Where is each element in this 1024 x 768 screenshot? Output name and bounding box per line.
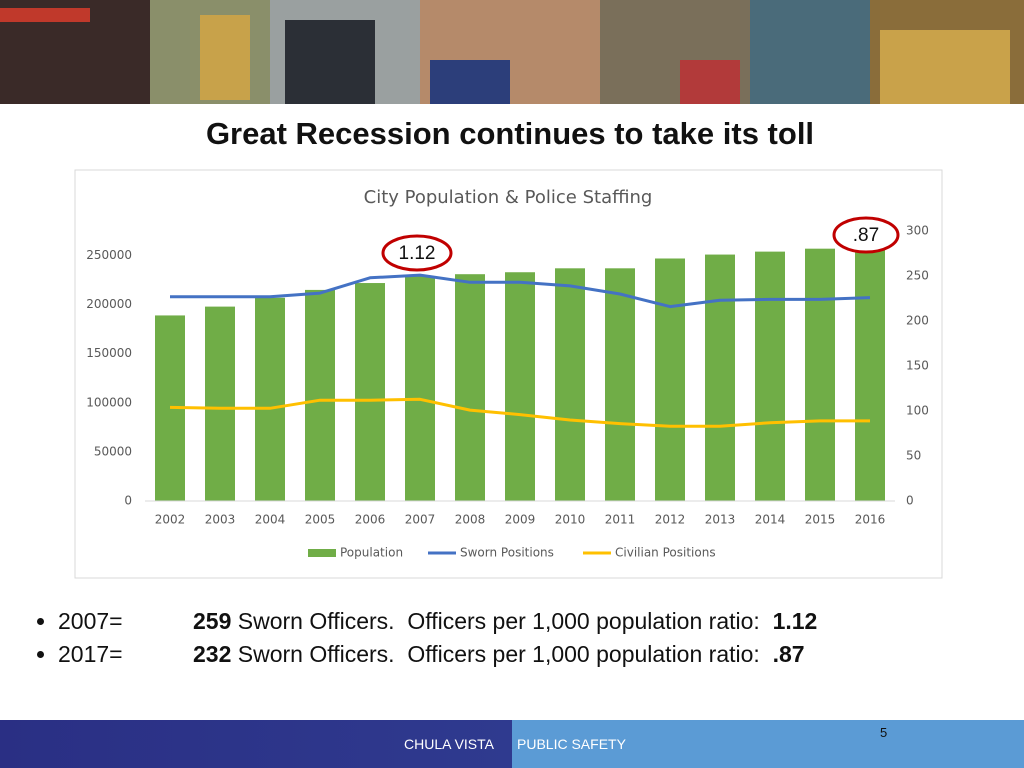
x-tick-label: 2011 [605,513,636,527]
bullet: 2017= 232 Sworn Officers. Officers per 1,… [58,638,817,671]
x-tick-label: 2008 [455,513,486,527]
footer-band [512,720,1024,768]
legend-swatch [308,549,336,557]
x-tick-label: 2010 [555,513,586,527]
y2-tick-label: 0 [906,494,914,508]
x-tick-label: 2014 [755,513,786,527]
x-tick-label: 2016 [855,513,886,527]
bar [255,297,285,501]
footer-band [0,720,512,768]
bar [205,306,235,501]
y-tick-label: 100000 [86,395,132,409]
bar [755,251,785,501]
annotation: 1.12 [399,243,436,264]
x-tick-label: 2006 [355,513,386,527]
line [170,273,871,309]
x-tick-label: 2005 [305,513,336,527]
bullet-label: 2017= [58,641,123,667]
bullet-ratio: .87 [772,641,805,667]
x-tick-label: 2002 [155,513,186,527]
annotation-ring [832,216,900,254]
y-tick-label: 50000 [94,444,132,458]
x-tick-label: 2003 [205,513,236,527]
x-tick-label: 2007 [405,513,436,527]
bullet-list: 2007= 259 Sworn Officers. Officers per 1,… [36,605,817,671]
chart: City Population & Police Staffing 0 50000… [74,169,943,579]
bar [655,258,685,501]
bar [605,268,635,501]
footer-left: CHULA VISTA [404,736,494,752]
bullet-text: Sworn Officers. Officers per 1,000 popul… [231,608,773,634]
bullet-text: Sworn Officers. Officers per 1,000 popul… [231,641,773,667]
bar [505,272,535,501]
bullet-ratio: 1.12 [772,608,818,634]
line [169,397,870,428]
bar [305,289,335,501]
y-tick-label: 150000 [86,346,132,360]
x-tick-label: 2013 [705,513,736,527]
x-tick-label: 2009 [505,513,536,527]
bar [705,254,735,501]
y2-tick-label: 150 [906,359,929,373]
bar [355,283,385,501]
y2-tick-label: 200 [906,314,929,328]
legend-label: Sworn Positions [460,546,554,560]
y2-tick-label: 250 [906,269,929,283]
legend-label: Civilian Positions [615,546,716,560]
x-tick-label: 2015 [805,513,836,527]
bar [805,248,835,501]
x-tick-label: 2012 [655,513,686,527]
y2-tick-label: 50 [906,449,921,463]
annotation-ring [381,234,453,272]
y-tick-label: 0 [124,494,132,508]
photo-banner [0,0,1024,104]
footer-right: PUBLIC SAFETY [517,736,626,752]
bullet-count: 259 [193,608,232,634]
chart-title: City Population & Police Staffing [364,187,653,208]
y2-tick-label: 300 [906,224,929,238]
legend-label: Population [340,546,403,560]
slide-title: Great Recession continues to take its to… [205,116,815,151]
bullet: 2007= 259 Sworn Officers. Officers per 1,… [58,605,817,638]
page-number: 5 [880,725,888,740]
bar [855,244,885,501]
bar [455,274,485,501]
bullet-count: 232 [193,641,232,667]
y-tick-label: 250000 [86,248,132,262]
bullet-label: 2007= [58,608,123,634]
x-tick-label: 2004 [255,513,286,527]
annotation: .87 [853,225,879,246]
footer: CHULA VISTA PUBLIC SAFETY 5 [0,720,1024,768]
y2-tick-label: 100 [906,404,929,418]
y-tick-label: 200000 [86,297,132,311]
bar [555,268,585,501]
bar [405,276,435,501]
